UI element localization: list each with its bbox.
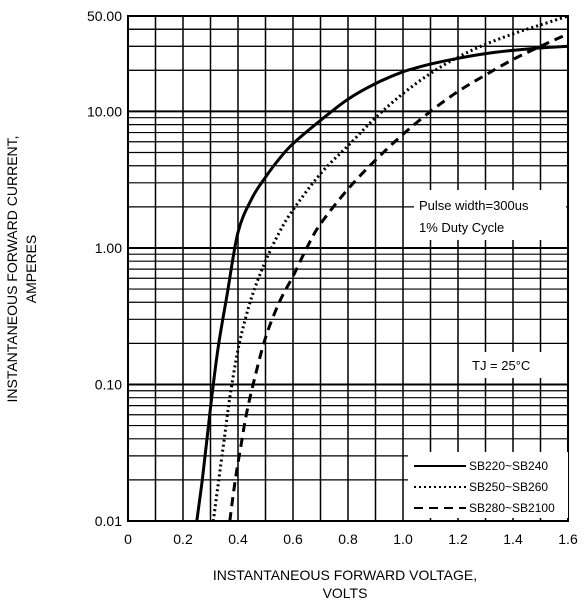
y-tick-label: 50.00 (87, 8, 122, 24)
legend-entry: SB280~SB2100 (469, 501, 555, 515)
pulse-width-note: Pulse width=300us (419, 198, 529, 213)
y-tick-label: 0.10 (95, 376, 122, 392)
legend-entry: SB220~SB240 (469, 459, 548, 473)
y-tick-label: 1.00 (95, 240, 122, 256)
pulse-note-background (414, 190, 566, 240)
x-tick-labels: 0 0.2 0.4 0.6 0.8 1.0 1.2 1.4 1.6 (124, 531, 578, 547)
x-tick-label: 0 (124, 531, 132, 547)
legend-entry: SB250~SB260 (469, 480, 548, 494)
x-tick-label: 1.2 (448, 531, 468, 547)
y-tick-label: 0.01 (95, 513, 122, 529)
x-tick-label: 0.4 (228, 531, 248, 547)
curves (195, 16, 568, 521)
series-line-3 (228, 32, 568, 521)
y-tick-label: 10.00 (87, 103, 122, 119)
y-axis-label-line2: AMPERES (23, 235, 39, 303)
plot-frame (127, 15, 569, 522)
x-tick-label: 0.8 (338, 531, 358, 547)
y-axis-label-line1: INSTANTANEOUS FORWARD CURRENT, (4, 135, 20, 402)
y-tick-labels: 0.01 0.10 1.00 10.00 50.00 (87, 8, 122, 529)
series-line-1 (195, 44, 568, 521)
series-line-2 (211, 16, 568, 521)
junction-temperature-note: TJ = 25°C (472, 358, 530, 373)
x-tick-label: 1.6 (558, 531, 578, 547)
x-axis-label-line2: VOLTS (323, 585, 368, 601)
x-axis-label-line1: INSTANTANEOUS FORWARD VOLTAGE, (213, 567, 477, 583)
x-tick-label: 0.6 (283, 531, 303, 547)
duty-cycle-note: 1% Duty Cycle (419, 220, 504, 235)
x-tick-label: 0.2 (173, 531, 193, 547)
x-tick-label: 1.0 (393, 531, 413, 547)
tj-note-background (464, 352, 550, 378)
grid (128, 16, 568, 521)
legend: SB220~SB240 SB250~SB260 SB280~SB2100 (408, 452, 568, 518)
x-tick-label: 1.4 (503, 531, 523, 547)
